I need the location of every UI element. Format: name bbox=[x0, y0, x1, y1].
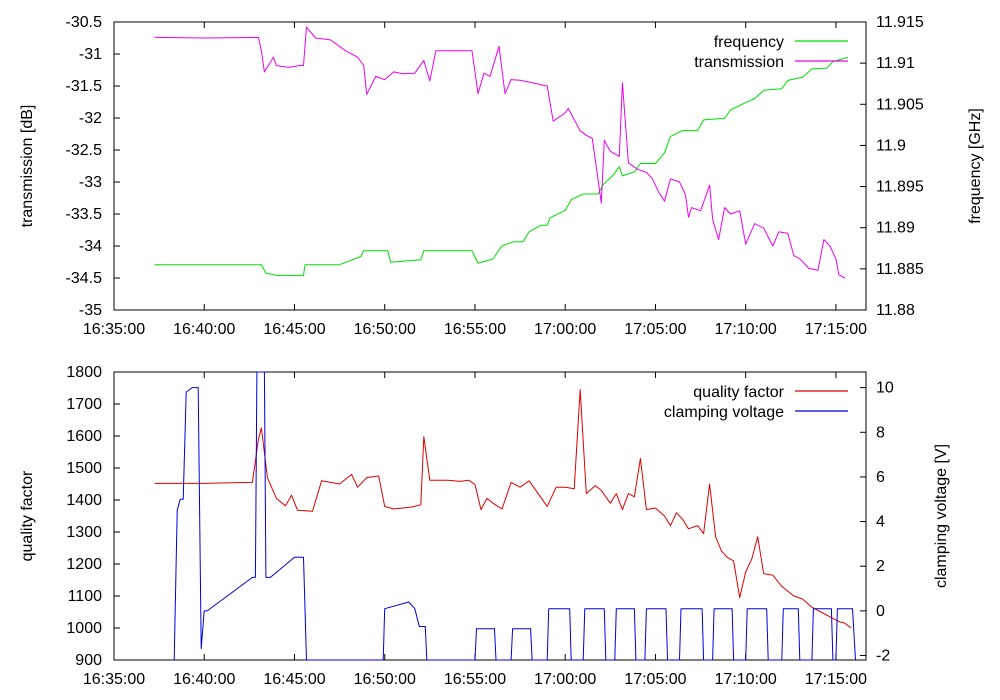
top-y-tick-label: -34 bbox=[79, 238, 102, 255]
bottom-x-tick-label: 17:05:00 bbox=[624, 671, 686, 688]
top-y-tick-label: -33.5 bbox=[66, 206, 103, 223]
top-y-tick-label: -34.5 bbox=[66, 270, 103, 287]
bottom-x-tick-label: 16:45:00 bbox=[263, 671, 325, 688]
top-y-tick-label: -31 bbox=[79, 46, 102, 63]
top-y2-tick-label: 11.895 bbox=[876, 179, 924, 196]
bottom-y-axis-label: quality factor bbox=[19, 470, 36, 561]
bottom-y-tick-label: 1800 bbox=[66, 364, 102, 381]
legend-label-transmission: transmission bbox=[694, 54, 784, 71]
top-y2-tick-label: 11.885 bbox=[876, 261, 924, 278]
bottom-x-tick-label: 16:50:00 bbox=[354, 671, 416, 688]
bottom-y-tick-label: 1100 bbox=[68, 588, 103, 605]
top-y2-axis-label: frequency [GHz] bbox=[967, 108, 984, 224]
top-y2-tick-label: 11.88 bbox=[876, 302, 915, 319]
legend-label-clamping-voltage: clamping voltage bbox=[664, 404, 784, 421]
top-x-tick-label: 16:55:00 bbox=[444, 321, 506, 338]
bottom-y2-tick-label: 6 bbox=[876, 469, 885, 486]
bottom-y-tick-label: 1000 bbox=[66, 620, 102, 637]
top-y-tick-label: -31.5 bbox=[66, 78, 103, 95]
bottom-y2-axis-label: clamping voltage [V] bbox=[933, 444, 950, 588]
bottom-x-tick-label: 16:55:00 bbox=[444, 671, 506, 688]
top-y-tick-label: -32 bbox=[79, 110, 102, 127]
top-x-tick-label: 16:45:00 bbox=[263, 321, 325, 338]
bottom-x-tick-label: 17:10:00 bbox=[715, 671, 777, 688]
bottom-y-tick-label: 1300 bbox=[66, 524, 102, 541]
bottom-y-tick-label: 900 bbox=[75, 652, 102, 669]
top-x-tick-label: 17:05:00 bbox=[624, 321, 686, 338]
bottom-y-tick-label: 1600 bbox=[66, 428, 102, 445]
bottom-y2-tick-label: -2 bbox=[876, 648, 890, 665]
bottom-y2-tick-label: 4 bbox=[876, 514, 885, 531]
top-y-tick-label: -32.5 bbox=[66, 142, 103, 159]
legend-label-frequency: frequency bbox=[714, 34, 784, 51]
bottom-y2-tick-label: 8 bbox=[876, 424, 885, 441]
bottom-y-tick-label: 1500 bbox=[66, 460, 102, 477]
top-y2-tick-label: 11.9 bbox=[876, 137, 906, 154]
series-line-frequency bbox=[154, 56, 849, 276]
bottom-chart: 16:35:00 16:40:00 16:45:00 16:50:00 16:55:00… bbox=[19, 364, 950, 688]
top-y-tick-label: -33 bbox=[79, 174, 102, 191]
top-legend: frequency transmission bbox=[694, 34, 848, 71]
top-chart: 16:35:00 16:40:00 16:45:00 16:50:00 16:55:00… bbox=[19, 14, 984, 338]
series-line-quality-factor bbox=[154, 389, 852, 629]
bottom-y2-tick-label: 0 bbox=[876, 603, 885, 620]
bottom-x-tick-label: 16:40:00 bbox=[173, 671, 235, 688]
bottom-plot-frame bbox=[113, 371, 867, 661]
top-y-tick-label: -30.5 bbox=[66, 14, 103, 31]
top-y-tick-label: -35 bbox=[79, 302, 102, 319]
top-x-tick-label: 16:50:00 bbox=[354, 321, 416, 338]
top-y2-tick-label: 11.91 bbox=[876, 55, 915, 72]
top-y2-tick-label: 11.915 bbox=[876, 14, 924, 31]
bottom-y-tick-label: 1200 bbox=[66, 556, 102, 573]
bottom-x-tick-label: 17:15:00 bbox=[805, 671, 867, 688]
bottom-x-tick-label: 17:00:00 bbox=[534, 671, 596, 688]
top-plot-frame bbox=[113, 21, 867, 311]
top-y-axis-label: transmission [dB] bbox=[19, 105, 36, 228]
bottom-x-tick-label: 16:35:00 bbox=[83, 671, 145, 688]
top-x-tick-label: 17:10:00 bbox=[715, 321, 777, 338]
bottom-legend: quality factor clamping voltage bbox=[664, 384, 848, 421]
top-x-tick-label: 17:00:00 bbox=[534, 321, 596, 338]
bottom-y2-tick-label: 2 bbox=[876, 558, 885, 575]
bottom-y2-tick-label: 10 bbox=[876, 380, 894, 397]
top-y2-tick-label: 11.905 bbox=[876, 96, 924, 113]
legend-label-quality-factor: quality factor bbox=[693, 384, 784, 401]
bottom-y-tick-label: 1700 bbox=[66, 396, 102, 413]
bottom-y-tick-label: 1400 bbox=[66, 492, 102, 509]
series-line-clamping-voltage bbox=[173, 371, 856, 661]
top-x-tick-label: 16:40:00 bbox=[173, 321, 235, 338]
top-x-tick-label: 16:35:00 bbox=[83, 321, 145, 338]
series-line-transmission bbox=[154, 26, 846, 279]
top-y2-tick-label: 11.89 bbox=[876, 220, 915, 237]
top-x-tick-label: 17:15:00 bbox=[805, 321, 867, 338]
